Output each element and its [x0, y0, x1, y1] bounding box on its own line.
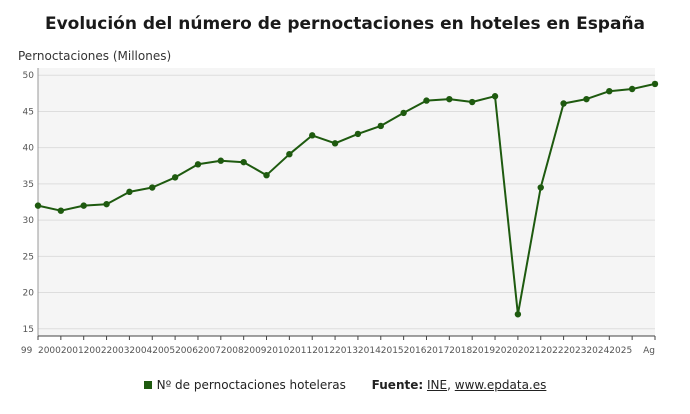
data-point-2015[interactable] [400, 110, 406, 116]
data-point-2024[interactable] [606, 88, 612, 94]
x-tick-label-2001: 2001 [61, 346, 84, 356]
data-point-2000[interactable] [58, 207, 64, 213]
source-ine-link[interactable]: INE [427, 378, 447, 392]
data-point-2005[interactable] [172, 174, 178, 180]
data-point-2017[interactable] [446, 96, 452, 102]
data-point-2013[interactable] [355, 131, 361, 137]
x-tick-label-2012: 2012 [312, 346, 335, 356]
data-point-2016[interactable] [423, 97, 429, 103]
x-tick-label-2006: 2006 [175, 346, 198, 356]
data-point-2021[interactable] [538, 184, 544, 190]
data-point-2008[interactable] [240, 159, 246, 165]
data-point-2020[interactable] [515, 311, 521, 317]
data-point-2011[interactable] [309, 132, 315, 138]
y-tick-label-35: 35 [23, 180, 34, 190]
x-tick-label-2011: 2011 [289, 346, 312, 356]
x-tick-label-2020: 2020 [495, 346, 518, 356]
y-tick-label-20: 20 [23, 289, 35, 299]
x-tick-label-2019: 2019 [472, 346, 495, 356]
y-tick-label-30: 30 [23, 216, 35, 226]
y-tick-label-25: 25 [23, 252, 34, 262]
x-tick-label-2013: 2013 [335, 346, 358, 356]
data-point-2006[interactable] [195, 161, 201, 167]
y-tick-label-15: 15 [23, 325, 34, 335]
data-point-2010[interactable] [286, 151, 292, 157]
source-label: Fuente: [372, 378, 424, 392]
x-tick-label-2007: 2007 [198, 346, 221, 356]
x-tick-label-2018: 2018 [449, 346, 472, 356]
y-tick-label-40: 40 [23, 144, 35, 154]
x-tick-label-2014: 2014 [358, 346, 381, 356]
x-tick-label-2000: 2000 [38, 346, 61, 356]
data-point-Ago[interactable] [652, 81, 658, 87]
data-point-2023[interactable] [583, 96, 589, 102]
y-tick-label-45: 45 [23, 107, 34, 117]
x-tick-label-2002: 2002 [84, 346, 107, 356]
legend: Nº de pernoctaciones hoteleras Fuente: I… [0, 378, 690, 392]
data-point-2003[interactable] [126, 189, 132, 195]
x-tick-label-2004: 2004 [129, 346, 152, 356]
data-point-2014[interactable] [378, 123, 384, 129]
data-point-2018[interactable] [469, 99, 475, 105]
data-point-2007[interactable] [218, 158, 224, 164]
data-point-2025[interactable] [629, 86, 635, 92]
y-axis: 15 20 25 30 35 40 45 50 [23, 68, 38, 336]
x-tick-label-2016: 2016 [404, 346, 427, 356]
y-tick-label-50: 50 [23, 71, 35, 81]
legend-swatch [144, 381, 152, 389]
data-point-2001[interactable] [81, 202, 87, 208]
x-tick-label-2010: 2010 [266, 346, 289, 356]
x-tick-label-2023: 2023 [564, 346, 587, 356]
x-tick-label-2022: 2022 [541, 346, 564, 356]
source-epdata-link[interactable]: www.epdata.es [455, 378, 547, 392]
x-tick-label-2021: 2021 [518, 346, 541, 356]
data-point-1999[interactable] [35, 202, 41, 208]
x-tick-label-2009: 2009 [244, 346, 267, 356]
data-point-2002[interactable] [103, 201, 109, 207]
x-tick-label-2008: 2008 [221, 346, 244, 356]
data-point-2022[interactable] [560, 100, 566, 106]
source-separator: , [447, 378, 451, 392]
data-point-2012[interactable] [332, 140, 338, 146]
x-tick-label-2017: 2017 [426, 346, 449, 356]
data-point-2009[interactable] [263, 172, 269, 178]
data-point-2004[interactable] [149, 184, 155, 190]
x-tick-label-2025: 2025 [609, 346, 632, 356]
data-point-2019[interactable] [492, 93, 498, 99]
x-tick-label-2024: 2024 [586, 346, 609, 356]
legend-series-label: Nº de pernoctaciones hoteleras [157, 378, 346, 392]
x-tick-label-2003: 2003 [107, 346, 130, 356]
x-tick-label-Ago: Ag [643, 346, 655, 356]
x-axis: 99 2000 2001 2002 2003 2004 2005 2006 2007 2008 20… [21, 336, 655, 356]
x-tick-label-2005: 2005 [152, 346, 175, 356]
x-tick-label-1999: 99 [21, 346, 33, 356]
x-tick-label-2015: 2015 [381, 346, 404, 356]
